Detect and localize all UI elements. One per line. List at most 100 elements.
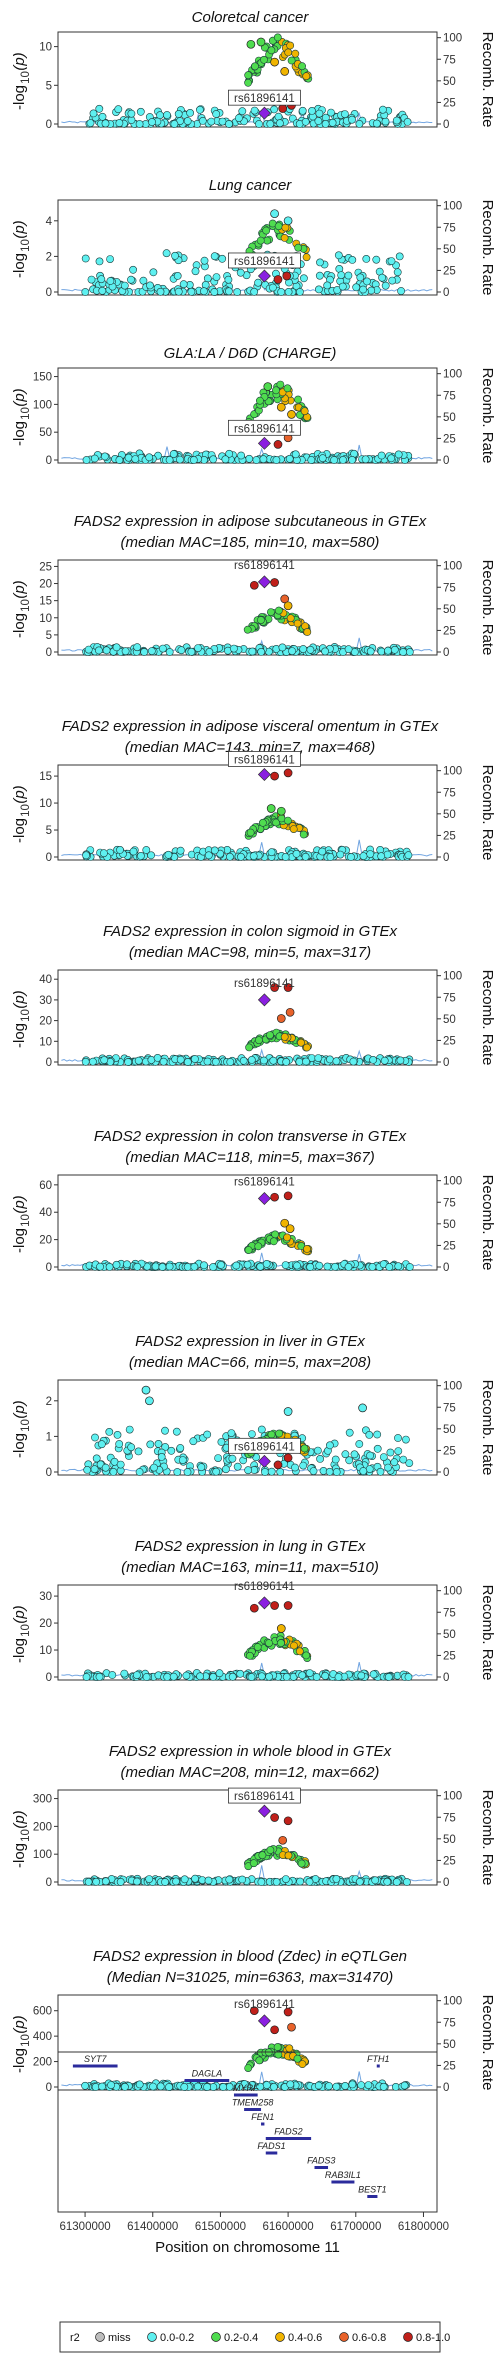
snp-point: [308, 107, 316, 115]
snp-point: [195, 105, 204, 114]
lead-snp-label-box: [228, 89, 301, 106]
y-tick-label: 100: [33, 1849, 52, 1861]
snp-point: [176, 846, 185, 855]
y-tick-label: 20: [39, 1235, 52, 1247]
snp-point: [387, 454, 396, 463]
y-axis-label-text: -log: [11, 1433, 28, 1458]
snp-point: [254, 278, 262, 287]
snp-point: [167, 1446, 176, 1455]
snp-point: [153, 1054, 162, 1062]
snp-point: [84, 1878, 93, 1886]
snp-point: [82, 456, 91, 464]
y-axis-label-text: -log: [11, 1638, 28, 1663]
snp-point: [81, 1057, 90, 1066]
snp-point: [276, 1468, 285, 1476]
snp-point: [272, 386, 280, 395]
snp-point-highlight: [287, 410, 296, 419]
snp-point: [357, 1671, 366, 1680]
snp-point: [350, 1450, 359, 1459]
snp-point: [112, 643, 121, 652]
y2-axis-label: Recomb. Rate: [479, 368, 496, 464]
snp-point: [82, 851, 90, 860]
snp-point: [91, 1433, 99, 1442]
snp-point: [212, 110, 221, 118]
snp-point: [125, 1425, 134, 1434]
snp-point: [151, 1262, 160, 1271]
snp-point: [299, 830, 308, 839]
snp-point: [258, 1851, 267, 1860]
snp-point: [293, 1261, 301, 1270]
snp-point: [81, 2081, 89, 2090]
snp-point: [183, 117, 192, 125]
snp-point: [272, 456, 281, 464]
gene-bar: [244, 2108, 262, 2111]
snp-point: [257, 1425, 266, 1434]
y2-axis-label: Recomb. Rate: [479, 1175, 496, 1271]
lead-snp-marker: [257, 993, 271, 1007]
legend-label: 0.6-0.8: [352, 2332, 386, 2344]
y-axis-label-text: -log: [11, 85, 28, 110]
snp-point: [89, 109, 98, 118]
snp-point: [325, 1055, 334, 1064]
snp-point: [328, 118, 337, 127]
snp-point: [147, 647, 156, 655]
snp-point: [197, 1463, 206, 1472]
x-tick-label: 61500000: [195, 2221, 246, 2233]
snp-point: [295, 1057, 304, 1066]
lead-snp-label: rs61896141: [234, 423, 295, 435]
y-tick-label: 30: [39, 995, 52, 1007]
lead-snp-label: rs61896141: [234, 1441, 295, 1453]
snp-point: [164, 850, 173, 859]
snp-point: [106, 277, 115, 285]
lead-snp-label: rs61896141: [234, 93, 295, 105]
snp-point: [247, 1673, 256, 1681]
legend-label: 0.2-0.4: [224, 2332, 258, 2344]
y2-tick-label: 0: [443, 455, 449, 467]
snp-point: [244, 2064, 253, 2072]
snp-point: [133, 1877, 141, 1886]
snp-point: [266, 120, 275, 128]
x-tick-label: 61800000: [398, 2221, 449, 2233]
snp-point: [200, 1261, 208, 1270]
snp-point: [309, 1467, 318, 1475]
snp-point: [294, 395, 302, 404]
snp-point: [314, 285, 323, 294]
snp-point: [102, 646, 111, 655]
snp-point: [299, 645, 308, 653]
snp-point: [209, 455, 218, 464]
snp-point: [157, 1453, 166, 1461]
snp-point: [154, 1440, 163, 1448]
y2-tick-label: 25: [443, 625, 456, 637]
snp-point: [394, 450, 403, 459]
snp-point-highlight: [280, 594, 290, 604]
snp-point: [336, 850, 345, 859]
snp-point: [400, 2081, 409, 2090]
snp-point: [165, 648, 174, 656]
snp-point: [98, 112, 107, 121]
y-axis-label-p: (p): [11, 1195, 28, 1213]
snp-point: [177, 646, 186, 655]
y-tick-label: 10: [39, 798, 52, 810]
snp-point: [91, 2083, 100, 2091]
y-tick-label: 10: [39, 42, 52, 54]
snp-point: [384, 646, 392, 655]
lead-snp-marker: [257, 1596, 271, 1610]
y2-axis-label: Recomb. Rate: [479, 1995, 496, 2091]
snp-point-highlight: [358, 1403, 367, 1413]
snp-point: [165, 1262, 174, 1271]
snp-point: [158, 644, 167, 653]
snp-point: [265, 1672, 273, 1681]
gene-label: DAGLA: [192, 2069, 223, 2079]
snp-point: [238, 1875, 247, 1884]
y2-tick-label: 100: [443, 1996, 462, 2008]
snp-point: [224, 275, 233, 284]
snp-point: [146, 1440, 155, 1449]
lead-snp-label: rs61896141: [234, 1177, 295, 1189]
snp-point: [366, 850, 375, 858]
snp-point: [170, 120, 179, 128]
snp-point: [199, 287, 208, 296]
snp-point: [116, 1878, 125, 1886]
snp-point: [180, 1875, 189, 1884]
snp-point: [109, 1468, 118, 1476]
